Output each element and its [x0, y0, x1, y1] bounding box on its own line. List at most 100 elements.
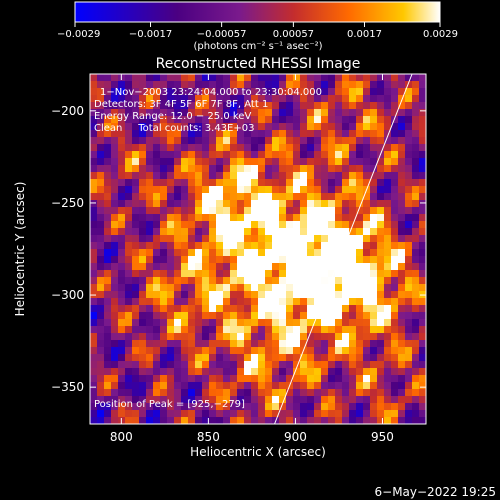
- heatmap-cell: [153, 109, 161, 117]
- heatmap-cell: [244, 151, 252, 159]
- heatmap-cell: [321, 130, 329, 138]
- heatmap-cell: [104, 102, 112, 110]
- heatmap-cell: [132, 200, 140, 208]
- heatmap-cell: [244, 256, 252, 264]
- heatmap-cell: [349, 291, 357, 299]
- heatmap-cell: [265, 74, 273, 82]
- heatmap-cell: [244, 144, 252, 152]
- heatmap-cell: [419, 312, 426, 320]
- heatmap-cell: [132, 74, 140, 82]
- heatmap-cell: [328, 354, 336, 362]
- heatmap-cell: [328, 109, 336, 117]
- heatmap-cell: [342, 144, 350, 152]
- heatmap-cell: [216, 207, 224, 215]
- heatmap-cell: [272, 347, 280, 355]
- heatmap-cell: [167, 305, 175, 313]
- heatmap-cell: [377, 144, 385, 152]
- heatmap-cell: [174, 186, 182, 194]
- heatmap-cell: [244, 88, 252, 96]
- heatmap-cell: [279, 151, 287, 159]
- heatmap-cell: [216, 74, 224, 82]
- heatmap-cell: [216, 382, 224, 390]
- heatmap-cell: [237, 305, 245, 313]
- heatmap-cell: [202, 263, 210, 271]
- heatmap-cell: [230, 95, 238, 103]
- heatmap-cell: [412, 389, 420, 397]
- annotation-clean-counts: Clean Total counts: 3.43E+03: [94, 123, 254, 134]
- heatmap-cell: [118, 88, 126, 96]
- heatmap-cell: [342, 214, 350, 222]
- heatmap-cell: [307, 347, 315, 355]
- heatmap-cell: [237, 417, 245, 424]
- heatmap-cell: [111, 200, 119, 208]
- heatmap-cell: [167, 340, 175, 348]
- heatmap-cell: [335, 347, 343, 355]
- heatmap-cell: [153, 368, 161, 376]
- heatmap-cell: [167, 417, 175, 424]
- heatmap-cell: [328, 123, 336, 131]
- heatmap-cell: [314, 340, 322, 348]
- heatmap-cell: [188, 228, 196, 236]
- heatmap-cell: [314, 298, 322, 306]
- heatmap-cell: [230, 200, 238, 208]
- heatmap-cell: [321, 326, 329, 334]
- heatmap-cell: [202, 354, 210, 362]
- heatmap-cell: [349, 382, 357, 390]
- heatmap-cell: [195, 151, 203, 159]
- heatmap-cell: [104, 347, 112, 355]
- heatmap-cell: [300, 354, 308, 362]
- heatmap-cell: [279, 298, 287, 306]
- heatmap-cell: [209, 277, 217, 285]
- heatmap-cell: [188, 277, 196, 285]
- heatmap-cell: [111, 298, 119, 306]
- heatmap-cell: [174, 277, 182, 285]
- heatmap-cell: [104, 116, 112, 124]
- heatmap-cell: [293, 284, 301, 292]
- heatmap-cell: [202, 298, 210, 306]
- heatmap-cell: [216, 291, 224, 299]
- heatmap-cell: [342, 382, 350, 390]
- heatmap-cell: [300, 95, 308, 103]
- heatmap-cell: [370, 88, 378, 96]
- heatmap-cell: [377, 382, 385, 390]
- heatmap-cell: [363, 319, 371, 327]
- heatmap-cell: [377, 102, 385, 110]
- heatmap-cell: [181, 242, 189, 250]
- heatmap-cell: [153, 354, 161, 362]
- heatmap-cell: [153, 95, 161, 103]
- heatmap-cell: [398, 88, 406, 96]
- heatmap-cell: [272, 410, 280, 418]
- heatmap-cell: [90, 116, 98, 124]
- heatmap-cell: [132, 340, 140, 348]
- heatmap-cell: [146, 270, 154, 278]
- heatmap-cell: [90, 249, 98, 257]
- heatmap-cell: [230, 410, 238, 418]
- heatmap-cell: [258, 193, 266, 201]
- heatmap-cell: [244, 207, 252, 215]
- heatmap-cell: [139, 298, 147, 306]
- heatmap-cell: [104, 200, 112, 208]
- heatmap-cell: [328, 277, 336, 285]
- heatmap-cell: [90, 305, 98, 313]
- heatmap-cell: [251, 298, 259, 306]
- heatmap-cell: [104, 186, 112, 194]
- heatmap-cell: [293, 137, 301, 145]
- heatmap-cell: [251, 81, 259, 89]
- heatmap-cell: [146, 277, 154, 285]
- heatmap-cell: [104, 319, 112, 327]
- heatmap-cell: [223, 375, 231, 383]
- heatmap-cell: [412, 151, 420, 159]
- heatmap-cell: [97, 277, 105, 285]
- heatmap-cell: [272, 74, 280, 82]
- heatmap-cell: [139, 186, 147, 194]
- heatmap-cell: [167, 193, 175, 201]
- heatmap-cell: [104, 263, 112, 271]
- heatmap-cell: [335, 109, 343, 117]
- heatmap-cell: [342, 235, 350, 243]
- heatmap-cell: [419, 256, 426, 264]
- heatmap-cell: [160, 410, 168, 418]
- heatmap-cell: [398, 207, 406, 215]
- heatmap-cell: [230, 137, 238, 145]
- heatmap-cell: [286, 165, 294, 173]
- heatmap-cell: [412, 235, 420, 243]
